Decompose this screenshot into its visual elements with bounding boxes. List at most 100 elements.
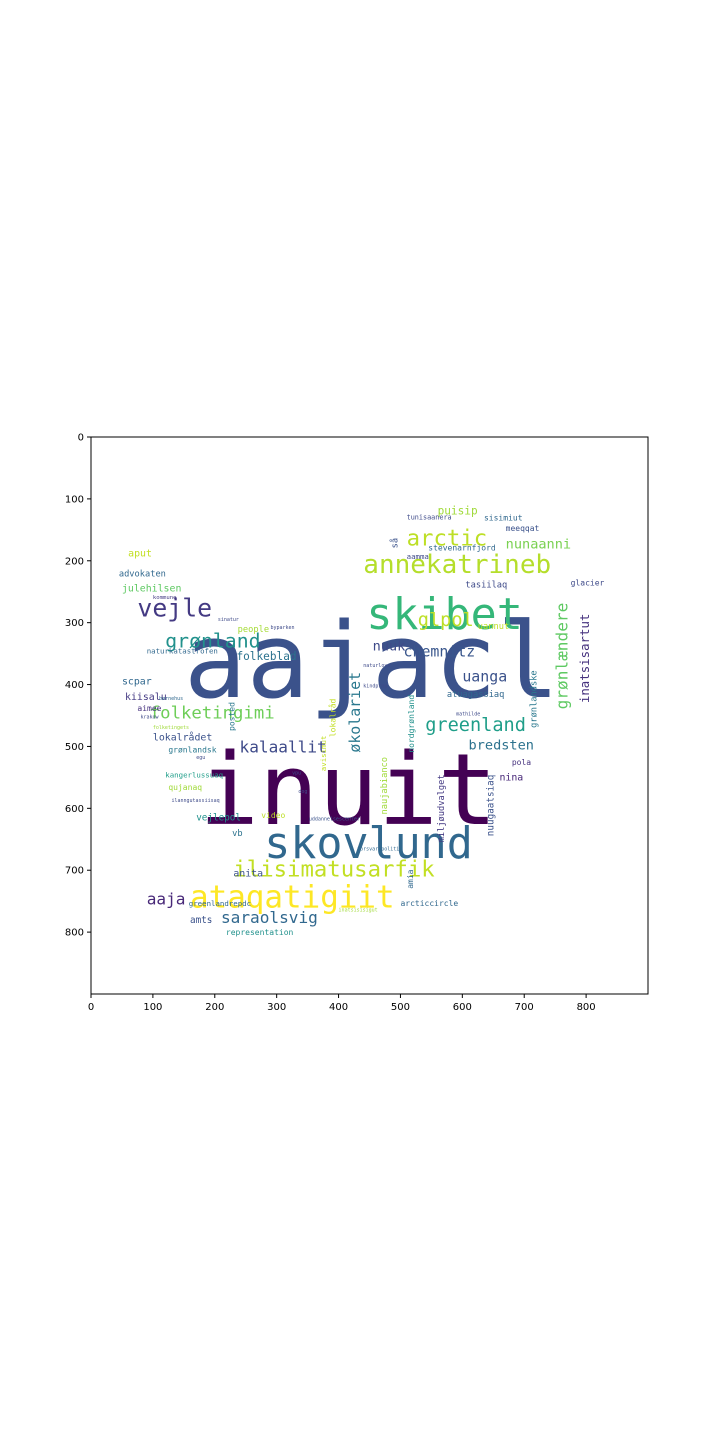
word-30: naturkatastrofen: [147, 647, 218, 656]
word-60: sisimiut: [484, 514, 523, 523]
plot-background: [91, 437, 648, 994]
word-70: forsvarspolitik: [357, 846, 402, 852]
word-3: skovlund: [264, 819, 473, 869]
word-47: miljøudvalget: [437, 774, 447, 842]
word-6: ilisimatusarfik: [233, 856, 435, 882]
word-77: børnehus: [159, 696, 183, 702]
word-32: kiisalu: [125, 692, 167, 703]
x-tick-label-5: 500: [391, 1002, 410, 1013]
word-16: nunaanni: [506, 536, 571, 552]
y-tick-label-8: 800: [65, 928, 84, 939]
word-1: inuit: [199, 733, 497, 848]
word-27: julehilsen: [122, 584, 182, 595]
word-49: naujabianco: [380, 757, 390, 815]
x-tick-label-3: 300: [267, 1002, 286, 1013]
word-68: folketingets: [153, 725, 189, 731]
word-65: avisimut: [319, 736, 328, 772]
word-55: tasiilaq: [465, 580, 507, 590]
word-23: inatsisartut: [577, 614, 592, 704]
x-tick-label-8: 800: [577, 1002, 596, 1013]
word-61: tunisaanera: [407, 513, 452, 521]
x-tick-label-0: 0: [88, 1002, 94, 1013]
word-33: aimee: [137, 704, 161, 713]
word-67: kommune: [153, 595, 177, 601]
word-9: grønland: [165, 629, 260, 652]
word-24: puisip: [438, 504, 478, 517]
word-66: posted: [228, 702, 237, 731]
y-tick-label-1: 100: [65, 494, 84, 505]
word-8: arctic: [407, 525, 488, 551]
word-36: anita: [233, 868, 263, 879]
word-29: people: [238, 625, 269, 635]
word-35: grønlandsk: [168, 746, 216, 755]
word-72: naturlove: [363, 663, 390, 669]
y-tick-label-4: 400: [65, 680, 84, 691]
word-2: skibet: [366, 590, 522, 640]
word-28: folkeblad: [236, 650, 296, 663]
word-78: mathilde: [456, 712, 480, 718]
word-41: kangerlussuaq: [165, 770, 223, 779]
y-tick-label-6: 600: [65, 804, 84, 815]
word-0: aajacl: [184, 600, 560, 722]
word-64: lokalråd: [327, 698, 337, 737]
word-19: bredsten: [469, 738, 534, 754]
y-tick-label-0: 0: [78, 433, 84, 444]
word-81: egu: [196, 755, 205, 761]
word-79: dog: [298, 789, 307, 795]
word-5: ataqatigiit: [190, 879, 395, 915]
x-tick-label-1: 100: [143, 1002, 162, 1013]
y-tick-label-2: 200: [65, 556, 84, 567]
word-4: annekatrineb: [363, 550, 551, 580]
word-12: folketingimi: [150, 704, 275, 724]
word-57: glacier: [571, 579, 605, 588]
word-40: qujanaq: [168, 783, 202, 792]
word-76: ilanngutassiisaq: [171, 798, 219, 804]
word-71: inatsisisigut: [339, 908, 378, 914]
word-38: vb: [232, 829, 242, 839]
word-39: video: [261, 811, 285, 820]
word-62: aamma: [407, 552, 429, 561]
word-69: uddannelsescenter: [309, 817, 360, 823]
word-37: vejlepol: [196, 813, 241, 824]
word-59: meeqqat: [506, 524, 540, 533]
word-10: glpol: [418, 610, 474, 631]
word-46: amia: [406, 869, 415, 888]
word-26: advokaten: [119, 569, 166, 579]
y-tick-label-7: 700: [65, 866, 84, 877]
y-axis: 0 100 200 300 400 500 600 700 800: [65, 433, 91, 939]
word-63: så: [389, 538, 400, 548]
word-22: grønlændere: [553, 603, 572, 710]
word-56: uannut: [478, 622, 509, 632]
word-14: chemnitz: [404, 643, 476, 661]
word-58: stevenarnfjord: [428, 543, 496, 552]
plot-frame: [90, 436, 649, 995]
word-20: nuuk: [373, 639, 406, 655]
x-tick-label-6: 600: [453, 1002, 472, 1013]
word-25: aput: [128, 548, 152, 559]
word-45: arcticcircle: [400, 899, 458, 908]
word-43: greenlandrepdc: [189, 899, 251, 908]
word-50: nina: [499, 772, 523, 783]
y-tick-label-5: 500: [65, 742, 84, 753]
x-tick-label-7: 700: [515, 1002, 534, 1013]
word-17: saraolsvig: [221, 908, 318, 927]
word-21: økolariet: [346, 672, 364, 753]
word-74: byparken: [270, 625, 294, 631]
y-tick-label-3: 300: [65, 618, 84, 629]
word-11: greenland: [425, 715, 526, 736]
word-42: amts: [190, 915, 212, 926]
x-axis: 0 100 200 300 400 500 600 700 800: [88, 994, 596, 1013]
word-31: scpar: [122, 677, 152, 688]
word-73: kindprop: [363, 684, 387, 690]
word-75: sinatur: [218, 617, 239, 623]
word-52: atuagassiaq: [447, 690, 505, 700]
word-13: kalaallit: [240, 738, 327, 757]
word-82: krakow: [141, 715, 160, 721]
word-54: grønlandske: [530, 670, 540, 728]
word-48: nuugaatsiaq: [485, 775, 496, 837]
word-51: pola: [512, 758, 531, 767]
word-44: representation: [226, 928, 294, 937]
word-80: vpu: [292, 770, 301, 776]
